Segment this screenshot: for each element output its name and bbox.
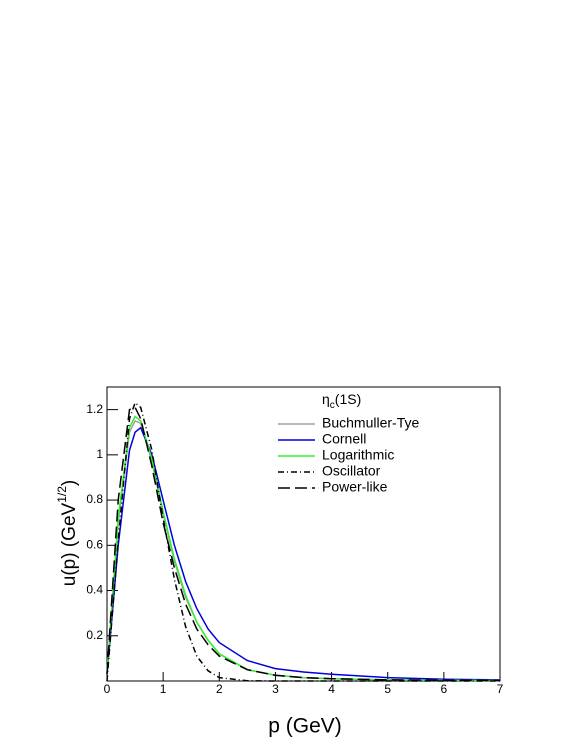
y-tick-label: 1.2 bbox=[86, 402, 103, 416]
legend-header-symbol: η bbox=[322, 391, 330, 407]
legend-header-sub: c bbox=[330, 400, 335, 411]
x-tick-label: 3 bbox=[272, 682, 279, 696]
y-axis-label-main: u(p) (GeV bbox=[59, 502, 80, 586]
legend-label: Oscillator bbox=[322, 463, 381, 479]
x-axis-label: p (GeV) bbox=[268, 715, 342, 738]
x-tick-label: 2 bbox=[216, 682, 223, 696]
x-tick-label: 4 bbox=[328, 682, 335, 696]
series-line bbox=[106, 426, 501, 681]
x-tick-label: 1 bbox=[160, 682, 167, 696]
y-tick-label: 0.2 bbox=[86, 628, 103, 642]
legend-label: Power-like bbox=[322, 479, 388, 495]
legend-label: Logarithmic bbox=[322, 447, 394, 463]
y-axis-label-end: ) bbox=[59, 480, 80, 486]
x-tick-label: 7 bbox=[497, 682, 504, 696]
legend-header: ηc(1S) bbox=[322, 391, 361, 411]
series-line bbox=[106, 406, 501, 682]
y-axis-label: u(p) (GeV1/2) bbox=[55, 480, 80, 586]
x-tick-label: 5 bbox=[384, 682, 391, 696]
legend-label: Buchmuller-Tye bbox=[322, 415, 419, 431]
y-tick-label: 1 bbox=[96, 447, 103, 461]
legend-label: Cornell bbox=[322, 431, 366, 447]
y-axis-label-sup: 1/2 bbox=[55, 486, 69, 503]
y-tick-label: 0.8 bbox=[86, 492, 103, 506]
legend-header-rest: (1S) bbox=[335, 391, 361, 407]
series-line bbox=[106, 401, 500, 682]
y-tick-label: 0.6 bbox=[86, 537, 103, 551]
frame bbox=[106, 386, 501, 682]
series-line bbox=[106, 419, 501, 682]
x-tick-label: 0 bbox=[104, 682, 111, 696]
y-tick-label: 0.4 bbox=[86, 583, 103, 597]
x-tick-label: 6 bbox=[441, 682, 448, 696]
